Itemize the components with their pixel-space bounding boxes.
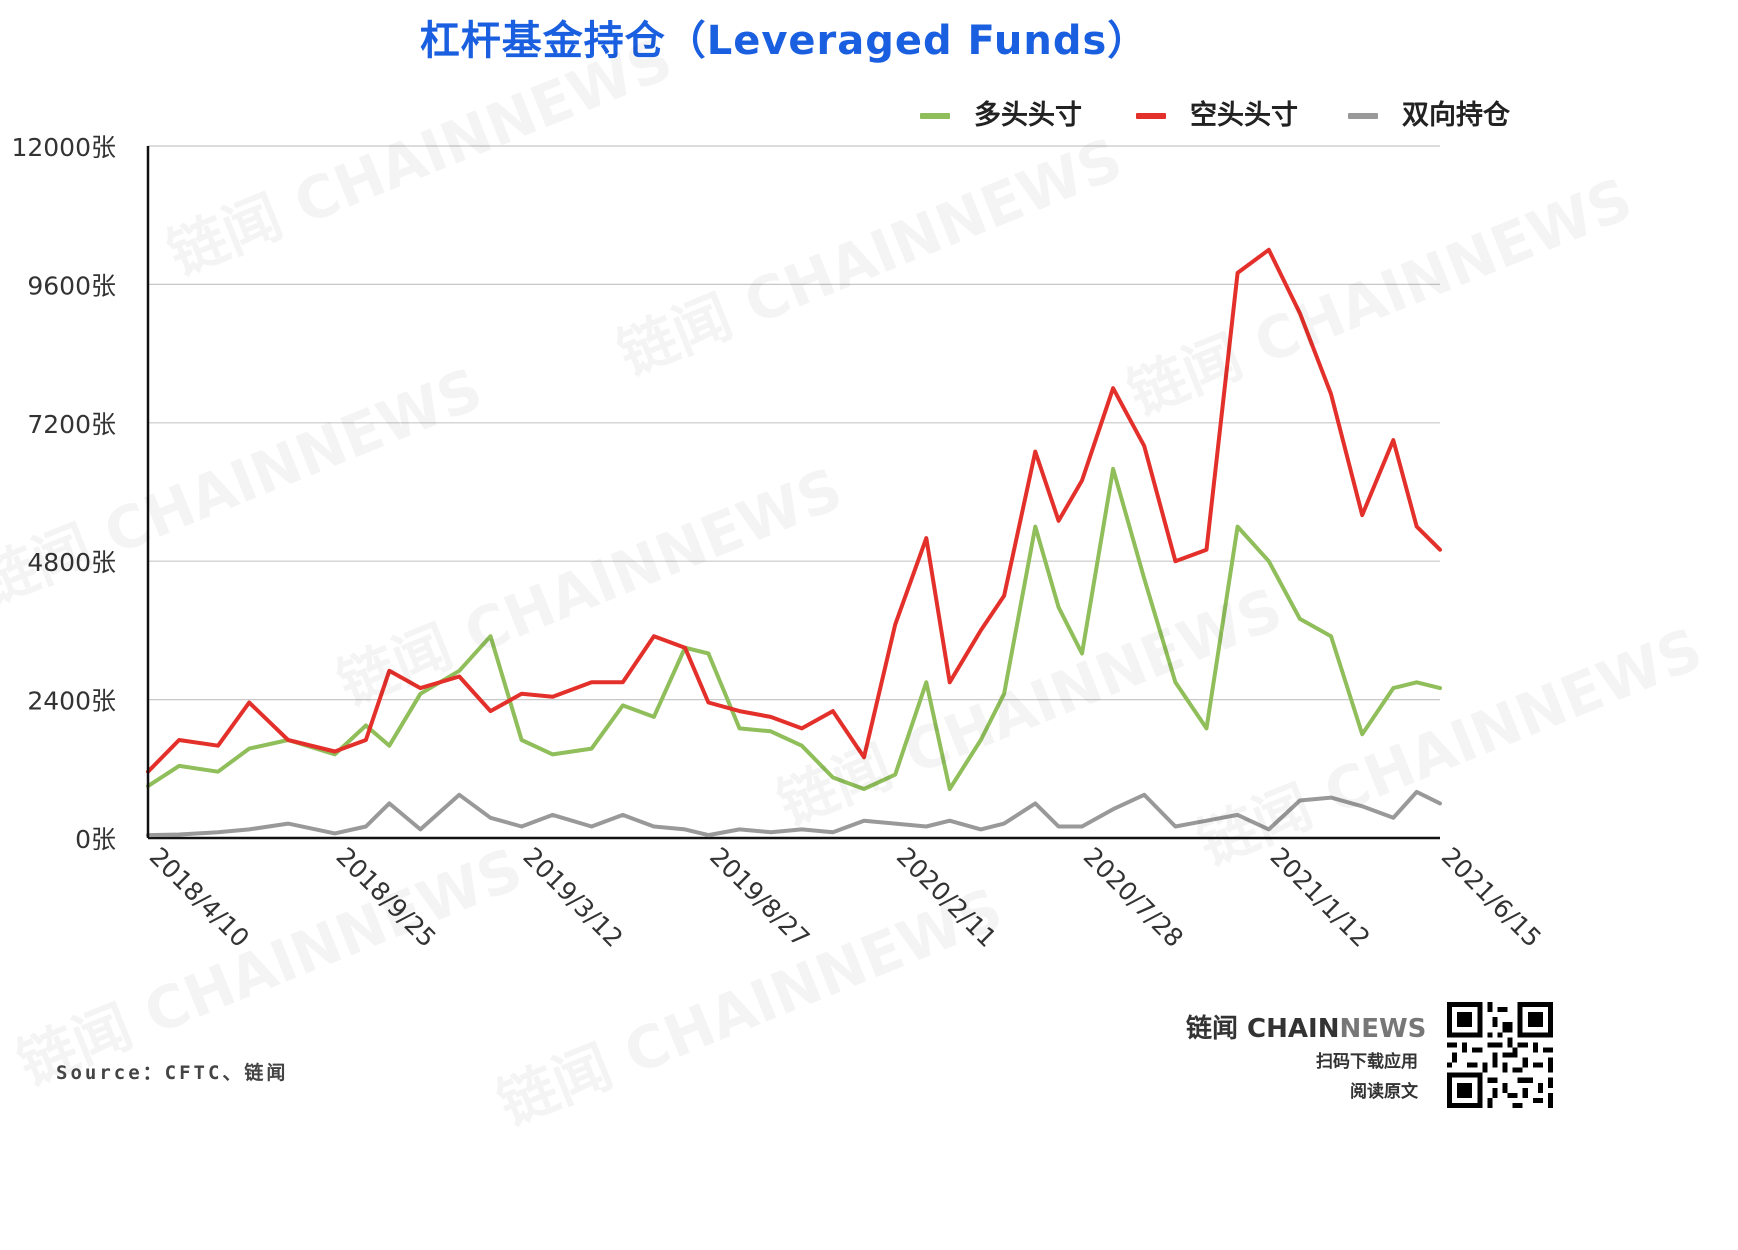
chart-title: 杠杆基金持仓（Leveraged Funds） <box>419 18 1149 64</box>
brand-block: 链闻 CHAINNEWS 扫码下载应用 阅读原文 <box>1186 1008 1426 1105</box>
brand-cta-read: 阅读原文 <box>1350 1082 1418 1102</box>
source-note: Source：CFTC、链闻 <box>56 1062 289 1084</box>
brand-name-main: 链闻 CHAIN <box>1186 1014 1340 1044</box>
y-tick-label: 4800张 <box>27 548 116 577</box>
x-tick-label: 2018/4/10 <box>144 842 255 953</box>
x-tick-label: 2021/1/12 <box>1265 842 1376 953</box>
x-tick-label: 2019/8/27 <box>704 842 815 953</box>
legend-label-spread: 双向持仓 <box>1402 100 1510 131</box>
y-tick-label: 2400张 <box>27 687 116 716</box>
series-line-spread <box>146 789 1442 838</box>
series-line-short <box>146 247 1442 774</box>
y-axis-ticks: 0张 2400张 4800张 7200张 9600张 12000张 <box>11 133 116 854</box>
qr-code-icon[interactable] <box>1447 1002 1553 1108</box>
x-axis-ticks: 2018/4/10 2018/9/25 2019/3/12 2019/8/27 2020… <box>144 842 1547 953</box>
legend-label-long: 多头头寸 <box>974 100 1082 131</box>
brand-name-news: NEWS <box>1339 1014 1427 1044</box>
y-tick-label: 0张 <box>75 825 116 854</box>
legend-swatch-long <box>920 113 950 119</box>
brand-name: 链闻 CHAINNEWS <box>1186 1008 1426 1045</box>
x-tick-label: 2018/9/25 <box>331 842 442 953</box>
series-lines <box>146 247 1442 838</box>
series-line-long <box>146 466 1442 791</box>
y-tick-label: 7200张 <box>27 410 116 439</box>
y-tick-label: 9600张 <box>27 271 116 300</box>
x-tick-label: 2019/3/12 <box>517 842 628 953</box>
grid-lines <box>148 145 1440 840</box>
legend-label-short: 空头头寸 <box>1190 100 1298 131</box>
x-tick-label: 2021/6/15 <box>1436 842 1547 953</box>
legend-swatch-short <box>1136 113 1166 119</box>
y-tick-label: 12000张 <box>11 133 116 162</box>
x-tick-label: 2020/7/28 <box>1078 842 1189 953</box>
brand-cta-download: 扫码下载应用 <box>1316 1052 1418 1072</box>
legend-swatch-spread <box>1348 113 1378 119</box>
x-tick-label: 2020/2/11 <box>891 842 1002 953</box>
